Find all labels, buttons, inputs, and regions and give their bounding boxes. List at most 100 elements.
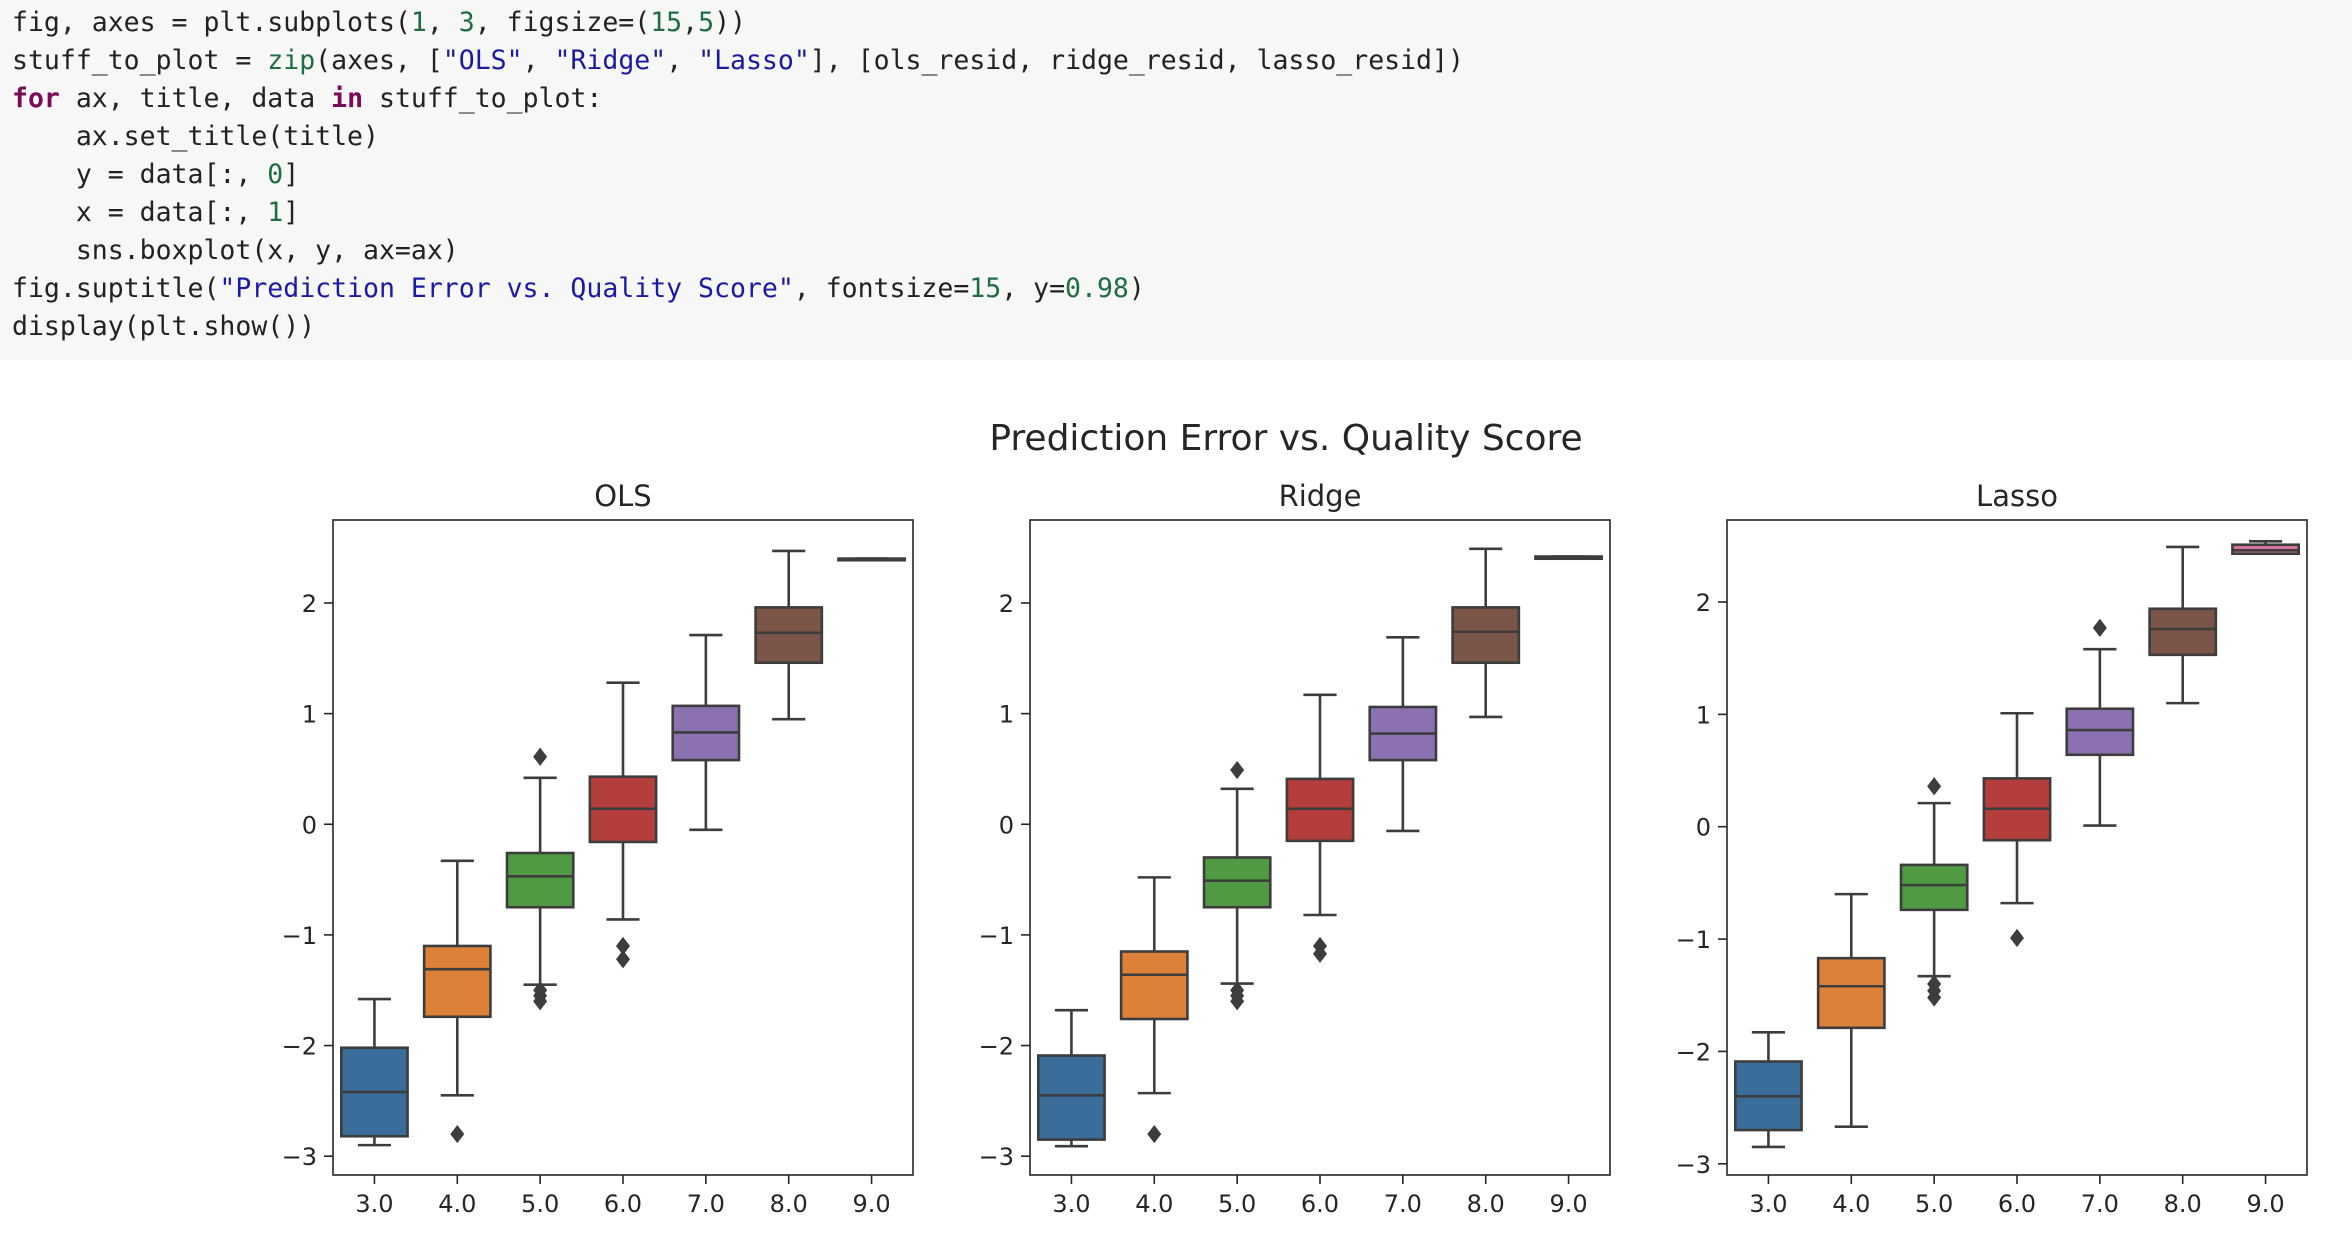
code-token: "OLS" <box>442 45 523 76</box>
box-9.0 <box>837 557 907 562</box>
figure-output: Prediction Error vs. Quality Score OLS −3… <box>0 360 2352 1234</box>
code-line: sns.boxplot(x, y, ax=ax) <box>12 232 2352 270</box>
y-tick-label: 2 <box>999 590 1014 618</box>
y-tick-label: −3 <box>282 1143 317 1171</box>
y-tick-label: 0 <box>999 811 1014 839</box>
code-token: )) <box>714 7 746 38</box>
code-token: , <box>682 7 699 38</box>
x-tick-label: 4.0 <box>438 1190 476 1218</box>
code-token: 1 <box>267 197 284 228</box>
box-iqr <box>754 606 824 665</box>
box-4.0 <box>1119 876 1189 1144</box>
x-tick-label: 4.0 <box>1135 1190 1173 1218</box>
x-tick-label: 9.0 <box>852 1190 890 1218</box>
box-iqr <box>1202 856 1272 909</box>
box-5.0 <box>1899 777 1969 1007</box>
box-iqr <box>1119 950 1189 1021</box>
x-tick-label: 8.0 <box>1467 1190 1505 1218</box>
flier-point <box>1927 777 1942 796</box>
y-tick-label: −3 <box>979 1143 1014 1171</box>
figure-suptitle: Prediction Error vs. Quality Score <box>989 418 1582 459</box>
x-tick-label: 6.0 <box>1998 1190 2036 1218</box>
code-token: 1 <box>410 7 427 38</box>
axes-ols: OLS −3 −2 −1 0 1 2 3.0 4.0 5.0 6.0 7.0 8.0 9.0 <box>282 479 914 1218</box>
code-token: , y= <box>1001 273 1066 304</box>
axes-lasso: Lasso −3 −2 −1 0 1 2 3.0 4.0 5.0 6.0 7.0 8.0 9.0 <box>1676 479 2308 1218</box>
code-line: ax.set_title(title) <box>12 118 2352 156</box>
code-line: display(plt.show()) <box>12 308 2352 346</box>
code-line: for ax, title, data in stuff_to_plot: <box>12 80 2352 118</box>
code-token: fig, axes = plt.subplots( <box>12 7 411 38</box>
code-token: "Prediction Error vs. Quality Score" <box>219 273 794 304</box>
code-token: "Ridge" <box>554 45 667 76</box>
code-line: fig, axes = plt.subplots(1, 3, figsize=(… <box>12 4 2352 42</box>
y-tick-label: −3 <box>1676 1151 1711 1179</box>
x-tick-label: 5.0 <box>1218 1190 1256 1218</box>
flier-point <box>1313 944 1327 963</box>
x-tick-label: 6.0 <box>1301 1190 1339 1218</box>
box-8.0 <box>754 549 824 721</box>
box-iqr <box>1036 1054 1106 1141</box>
y-tick-label: −1 <box>979 922 1014 950</box>
flier-point <box>1230 992 1245 1011</box>
y-tick-label: −2 <box>1676 1038 1711 1066</box>
x-tick-label: 5.0 <box>1915 1190 1953 1218</box>
flier-point <box>2010 928 2024 948</box>
code-token: , figsize=( <box>474 7 651 38</box>
box-8.0 <box>2148 545 2218 705</box>
x-tick-label: 3.0 <box>355 1190 393 1218</box>
axes-title: Lasso <box>1976 479 2058 513</box>
flier-point <box>2092 618 2107 637</box>
box-3.0 <box>339 997 409 1147</box>
code-token: ax, title, data <box>59 83 332 114</box>
code-token: , <box>426 7 459 38</box>
box-3.0 <box>1036 1008 1106 1148</box>
code-line: y = data[:, 0] <box>12 156 2352 194</box>
box-9.0 <box>1534 555 1604 561</box>
box-7.0 <box>671 633 741 832</box>
code-token: fig.suptitle( <box>12 273 220 304</box>
boxplot-figure: Prediction Error vs. Quality Score OLS −3… <box>282 418 2308 1218</box>
x-tick-label: 7.0 <box>2081 1190 2119 1218</box>
code-token: , <box>666 45 699 76</box>
y-tick-label: 1 <box>1696 701 1711 729</box>
x-tick-label: 7.0 <box>1384 1190 1422 1218</box>
code-line: stuff_to_plot = zip(axes, ["OLS", "Ridge… <box>12 42 2352 80</box>
box-4.0 <box>422 859 492 1144</box>
flier-point <box>533 747 548 766</box>
x-tick-label: 3.0 <box>1052 1190 1090 1218</box>
code-token: for <box>12 83 60 114</box>
code-line: x = data[:, 1] <box>12 194 2352 232</box>
code-token: x = data[:, <box>12 197 268 228</box>
x-tick-label: 9.0 <box>1549 1190 1587 1218</box>
axes-ridge: Ridge −3 −2 −1 0 1 2 3.0 4.0 5.0 6.0 7.0 8.0 9.0 <box>979 479 1611 1218</box>
y-tick-label: 2 <box>1696 589 1711 617</box>
code-cell[interactable]: fig, axes = plt.subplots(1, 3, figsize=(… <box>0 0 2352 360</box>
x-tick-label: 5.0 <box>521 1190 559 1218</box>
y-tick-label: 2 <box>302 590 317 618</box>
x-tick-label: 4.0 <box>1832 1190 1870 1218</box>
code-token: ] <box>283 159 300 190</box>
box-iqr <box>505 851 575 909</box>
box-5.0 <box>505 747 575 1011</box>
flier-point <box>616 936 630 956</box>
code-token: 0 <box>267 159 284 190</box>
box-iqr <box>1451 606 1521 665</box>
code-token: 5 <box>698 7 715 38</box>
code-token: ], [ols_resid, ridge_resid, lasso_resid]… <box>809 45 1464 76</box>
box-6.0 <box>1285 693 1355 963</box>
box-6.0 <box>588 681 658 969</box>
code-token: , <box>522 45 555 76</box>
y-tick-label: 1 <box>302 701 317 729</box>
code-token: stuff_to_plot = <box>12 45 268 76</box>
code-token: sns.boxplot(x, y, ax=ax) <box>12 235 459 266</box>
flier-point <box>1147 1124 1162 1144</box>
y-tick-label: 0 <box>1696 814 1711 842</box>
flier-point <box>1230 760 1245 780</box>
box-5.0 <box>1202 760 1272 1011</box>
code-token: 3 <box>458 7 475 38</box>
code-token: , fontsize= <box>793 273 970 304</box>
code-token: stuff_to_plot: <box>363 83 603 114</box>
y-tick-label: −1 <box>1676 926 1711 954</box>
axes-title: OLS <box>594 479 651 513</box>
